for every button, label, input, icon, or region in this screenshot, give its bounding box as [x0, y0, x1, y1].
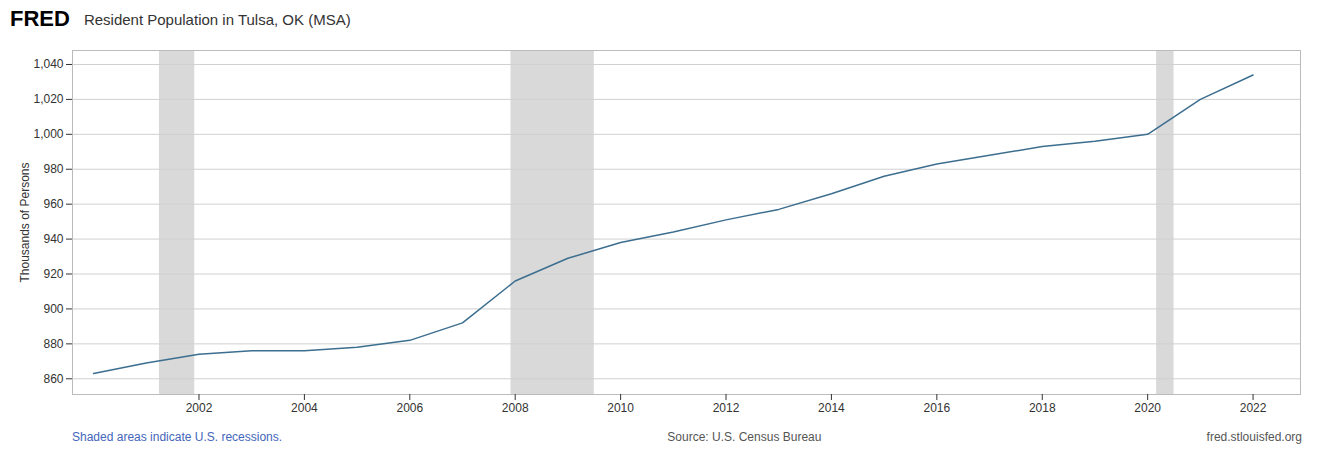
svg-text:2018: 2018 — [1029, 401, 1056, 415]
svg-text:2016: 2016 — [923, 401, 950, 415]
svg-text:1,020: 1,020 — [33, 92, 63, 106]
svg-text:2010: 2010 — [607, 401, 634, 415]
svg-text:2014: 2014 — [818, 401, 845, 415]
svg-text:860: 860 — [43, 372, 63, 386]
svg-text:2004: 2004 — [291, 401, 318, 415]
svg-text:960: 960 — [43, 197, 63, 211]
html-text:FRED: FRED — [10, 6, 70, 31]
svg-text:2006: 2006 — [396, 401, 423, 415]
svg-text:2008: 2008 — [502, 401, 529, 415]
svg-text:2002: 2002 — [186, 401, 213, 415]
html-text:Source: U.S. Census Bureau: Source: U.S. Census Bureau — [667, 430, 822, 444]
svg-text:2020: 2020 — [1134, 401, 1161, 415]
svg-text:Thousands of Persons: Thousands of Persons — [18, 162, 32, 282]
html-text:Resident Population in Tulsa,: Resident Population in Tulsa, OK (MSA) — [83, 10, 351, 28]
html-text:Shaded areas indicate U.S. rec: Shaded areas indicate U.S. recessions. — [72, 430, 283, 444]
html-text:fred.stlouisfed.org: fred.stlouisfed.org — [1206, 430, 1302, 444]
svg-text:1,000: 1,000 — [33, 127, 63, 141]
svg-text:980: 980 — [43, 162, 63, 176]
svg-text:880: 880 — [43, 337, 63, 351]
svg-text:920: 920 — [43, 267, 63, 281]
svg-text:2022: 2022 — [1240, 401, 1267, 415]
svg-text:940: 940 — [43, 232, 63, 246]
svg-text:1,040: 1,040 — [33, 57, 63, 71]
svg-text:900: 900 — [43, 302, 63, 316]
svg-text:2012: 2012 — [713, 401, 740, 415]
